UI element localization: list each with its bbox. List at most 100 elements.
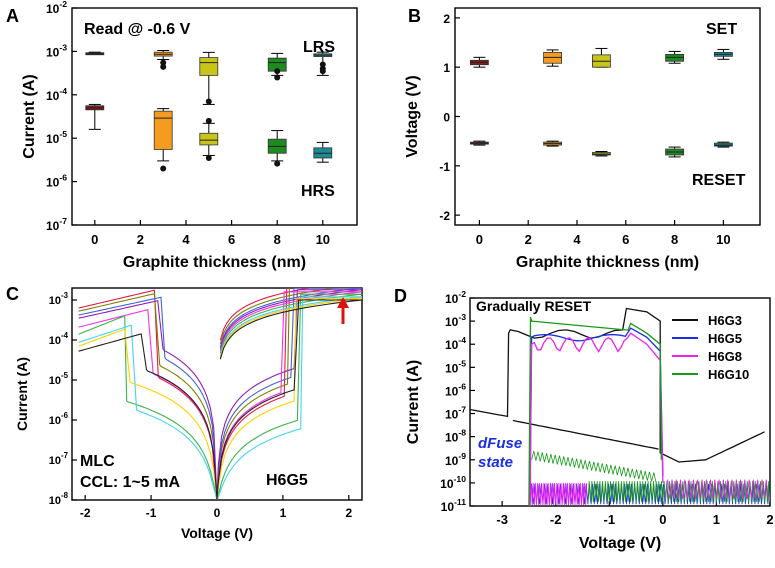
panel-a-plot: 0 2 4 6 8 10 10-7 10-6 10-5 10-4 10-3 10-2 Graphite … [21, 0, 358, 271]
x-tick-label: 10 [316, 232, 330, 247]
panel-c-plot: -2 -1 0 1 2 10-8 10-7 10-6 10-5 10-4 10-3 MLC CCL: 1… [14, 287, 363, 541]
panel-label-d: D [394, 286, 407, 306]
x-axis-label: Graphite thickness (nm) [123, 254, 306, 271]
y-tick-label: -2 [439, 209, 450, 223]
x-tick-label: 2 [525, 232, 532, 247]
state-label: state [478, 454, 513, 471]
ccl-label: CCL: 1~5 mA [80, 474, 180, 491]
curve-h6g8 [529, 332, 664, 506]
noise-h6g8 [529, 482, 588, 506]
y-tick-label: 0 [443, 111, 450, 125]
plot-frame [454, 7, 761, 226]
iv-curve [78, 293, 362, 500]
x-tick-label: -1 [146, 506, 157, 520]
y-tick-label: 10-4 [49, 331, 69, 347]
y-tick-label: 10-10 [440, 474, 466, 491]
iv-curve [78, 289, 362, 500]
x-tick-label: 4 [182, 232, 190, 247]
iv-curve [78, 296, 362, 500]
y-tick-label: 10-3 [46, 42, 67, 59]
y-tick-label: 10-3 [445, 312, 466, 329]
y-tick-label: 10-4 [46, 86, 67, 103]
iv-curve [78, 288, 288, 500]
y-tick-label: -1 [439, 160, 450, 174]
lrs-label: LRS [303, 39, 335, 56]
y-tick-label: 10-5 [445, 358, 466, 375]
reset-label: RESET [692, 172, 746, 189]
x-tick-label: 2 [766, 512, 773, 527]
box-outlier [274, 74, 281, 81]
panel-label-c: C [6, 284, 19, 304]
panel-b-plot: 0 2 4 6 8 10 -2 -1 0 1 2 Graphite thickness (nm) Vol… [404, 7, 761, 271]
box-outlier [205, 154, 212, 161]
box-outlier [205, 117, 212, 124]
iv-curve [78, 299, 362, 500]
y-tick-label: 10-6 [445, 381, 466, 398]
y-axis-label: Current (A) [405, 360, 422, 444]
iv-curve [78, 288, 290, 500]
x-axis-label: Voltage (V) [181, 525, 253, 541]
x-tick-label: 6 [228, 232, 235, 247]
legend-label-h6g8: H6G8 [708, 349, 742, 364]
x-tick-label: -1 [604, 512, 616, 527]
box-outlier [274, 160, 281, 167]
iv-curve [78, 297, 362, 500]
y-tick-label: 10-4 [445, 335, 466, 352]
hrs-label: HRS [301, 183, 335, 200]
iv-curve [78, 288, 362, 500]
y-tick-label: 10-7 [49, 451, 69, 467]
curve-h6g10 [528, 316, 662, 506]
iv-curve-return [219, 288, 362, 348]
legend-label-h6g5: H6G5 [708, 331, 742, 346]
curve-h6g3 [470, 307, 765, 463]
y-tick-label: 10-8 [445, 428, 466, 445]
mlc-label: MLC [80, 453, 115, 470]
y-tick-label: 10-7 [445, 405, 466, 422]
iv-curve-return [219, 288, 340, 345]
gradual-reset-label: Gradually RESET [476, 298, 592, 314]
x-tick-label: 0 [476, 232, 483, 247]
y-tick-label: 10-2 [445, 289, 466, 306]
x-tick-label: 4 [573, 232, 581, 247]
iv-curve-return [219, 299, 362, 360]
plot-frame [469, 297, 771, 507]
panel-d-plot: -3 -2 -1 0 1 2 10-11 10-10 10-9 10-8 10-7 10-6 10-5 1… [405, 289, 774, 552]
y-tick-label: 10-5 [46, 129, 67, 146]
curve-h6g3-decay [512, 419, 659, 450]
x-tick-label: 2 [137, 232, 144, 247]
box-outlier [160, 165, 167, 172]
y-tick-label: 10-11 [441, 497, 467, 514]
x-tick-label: 1 [713, 512, 720, 527]
iv-curves [78, 288, 362, 500]
panel-label-b: B [408, 6, 421, 26]
y-axis-label: Voltage (V) [404, 75, 421, 157]
y-tick-label: 10-3 [49, 291, 69, 307]
box-hrs [153, 110, 173, 150]
box-outlier [319, 61, 326, 68]
y-tick-label: 2 [443, 12, 450, 26]
box-lrs [199, 57, 219, 76]
reset-curves [470, 307, 770, 506]
y-tick-label: 10-9 [445, 451, 466, 468]
panel-label-a: A [6, 6, 19, 26]
x-tick-label: 10 [716, 232, 730, 247]
increase-arrow-head [337, 297, 349, 308]
x-tick-label: 0 [214, 506, 221, 520]
y-tick-label: 10-7 [46, 216, 67, 233]
x-tick-label: 0 [91, 232, 98, 247]
box-outlier [319, 68, 326, 75]
box-outlier [274, 68, 281, 75]
x-tick-label: 8 [671, 232, 678, 247]
plot-frame [71, 7, 358, 226]
x-tick-label: -2 [550, 512, 562, 527]
y-axis-label: Current (A) [21, 74, 38, 158]
y-tick-label: 10-6 [46, 173, 67, 190]
y-tick-label: 1 [443, 61, 450, 75]
y-tick-label: 10-8 [49, 491, 69, 507]
x-tick-label: 6 [622, 232, 629, 247]
set-label: SET [706, 21, 737, 38]
y-axis-label: Current (A) [14, 357, 30, 431]
sample-label: H6G5 [266, 472, 308, 489]
x-tick-label: 0 [659, 512, 666, 527]
